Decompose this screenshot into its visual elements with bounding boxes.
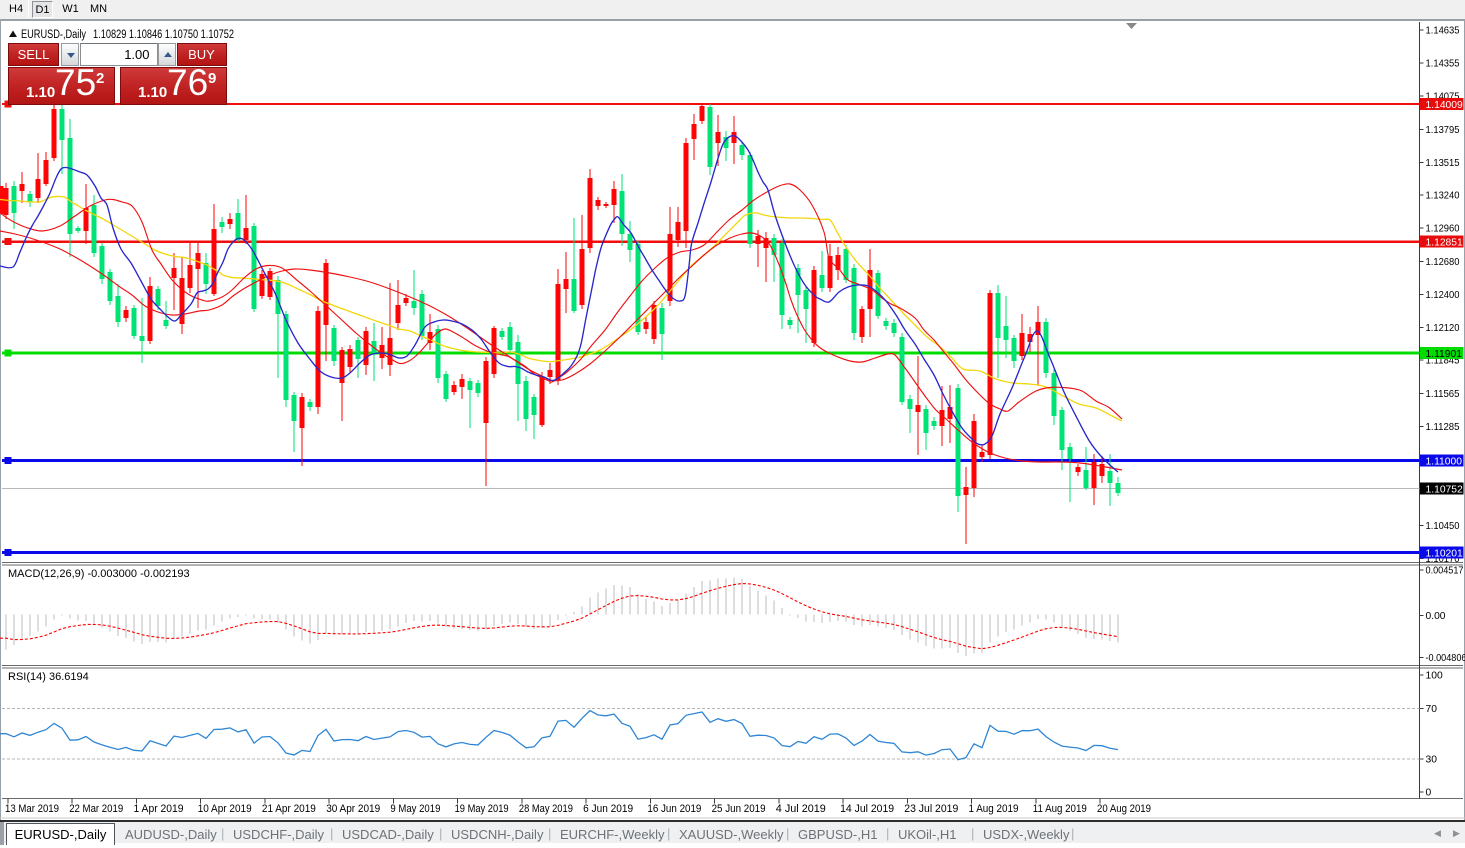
svg-text:1.12851: 1.12851 [1426, 238, 1463, 249]
svg-text:21 Apr 2019: 21 Apr 2019 [262, 803, 316, 815]
svg-text:11 Aug 2019: 11 Aug 2019 [1033, 803, 1087, 815]
svg-text:1.11285: 1.11285 [1426, 421, 1460, 433]
svg-text:RSI(14) 36.6194: RSI(14) 36.6194 [8, 671, 89, 683]
svg-text:1.12120: 1.12120 [1426, 322, 1460, 334]
svg-text:EURUSD-,Daily: EURUSD-,Daily [21, 29, 86, 41]
svg-text:1.12400: 1.12400 [1426, 289, 1460, 301]
svg-text:1.10829 1.10846 1.10750 1.1075: 1.10829 1.10846 1.10750 1.10752 [93, 29, 234, 41]
svg-text:1 Apr 2019: 1 Apr 2019 [134, 803, 184, 815]
svg-text:-0.004806: -0.004806 [1426, 652, 1465, 664]
svg-text:22 Mar 2019: 22 Mar 2019 [69, 803, 123, 815]
svg-text:1 Aug 2019: 1 Aug 2019 [969, 803, 1019, 815]
svg-text:0.004517: 0.004517 [1426, 565, 1464, 577]
svg-text:100: 100 [1426, 671, 1443, 682]
svg-text:14 Jul 2019: 14 Jul 2019 [840, 803, 894, 815]
svg-text:1.13515: 1.13515 [1426, 157, 1460, 169]
svg-text:1.14635: 1.14635 [1426, 24, 1460, 36]
svg-text:1.11565: 1.11565 [1426, 388, 1460, 400]
svg-text:1.10450: 1.10450 [1426, 520, 1460, 532]
svg-text:1.10752: 1.10752 [1426, 485, 1463, 496]
svg-text:0.00: 0.00 [1426, 610, 1446, 622]
svg-text:20 Aug 2019: 20 Aug 2019 [1097, 803, 1151, 815]
svg-text:1.10201: 1.10201 [1426, 549, 1463, 560]
svg-text:13 Mar 2019: 13 Mar 2019 [5, 803, 59, 815]
svg-text:0: 0 [1426, 788, 1432, 799]
svg-text:10 Apr 2019: 10 Apr 2019 [198, 803, 252, 815]
svg-text:19 May 2019: 19 May 2019 [455, 803, 509, 815]
svg-text:16 Jun 2019: 16 Jun 2019 [647, 803, 701, 815]
svg-text:4 Jul 2019: 4 Jul 2019 [776, 803, 826, 815]
svg-text:1.13240: 1.13240 [1426, 190, 1460, 202]
svg-text:70: 70 [1426, 704, 1438, 715]
svg-text:1.12680: 1.12680 [1426, 256, 1460, 268]
svg-text:6 Jun 2019: 6 Jun 2019 [583, 803, 633, 815]
svg-text:9 May 2019: 9 May 2019 [390, 803, 440, 815]
svg-text:28 May 2019: 28 May 2019 [519, 803, 573, 815]
svg-text:25 Jun 2019: 25 Jun 2019 [712, 803, 766, 815]
svg-text:1.14009: 1.14009 [1426, 100, 1463, 111]
svg-text:30 Apr 2019: 30 Apr 2019 [326, 803, 380, 815]
svg-text:1.14355: 1.14355 [1426, 58, 1460, 70]
svg-text:1.11901: 1.11901 [1426, 349, 1463, 360]
svg-text:1.13795: 1.13795 [1426, 124, 1460, 136]
svg-text:23 Jul 2019: 23 Jul 2019 [904, 803, 958, 815]
svg-text:1.12960: 1.12960 [1426, 223, 1460, 235]
svg-text:1.11000: 1.11000 [1426, 457, 1463, 468]
svg-text:MACD(12,26,9) -0.003000 -0.002: MACD(12,26,9) -0.003000 -0.002193 [8, 568, 190, 580]
svg-text:30: 30 [1426, 754, 1438, 765]
